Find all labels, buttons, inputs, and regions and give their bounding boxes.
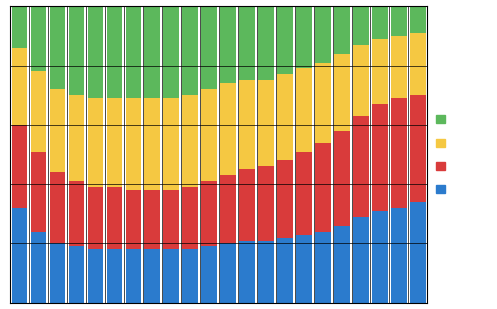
Bar xyxy=(182,187,198,249)
Bar xyxy=(391,208,407,303)
Bar xyxy=(372,211,388,303)
Bar xyxy=(164,249,179,303)
Bar xyxy=(164,6,179,98)
Bar xyxy=(145,190,160,249)
Bar xyxy=(145,6,160,98)
Bar xyxy=(201,181,217,247)
Bar xyxy=(87,187,103,249)
Bar xyxy=(372,39,388,104)
Bar xyxy=(277,74,293,160)
Bar xyxy=(315,232,331,303)
Bar xyxy=(164,190,179,249)
Bar xyxy=(220,6,236,83)
Bar xyxy=(201,247,217,303)
Bar xyxy=(258,240,274,303)
Bar xyxy=(353,45,369,116)
Bar xyxy=(164,98,179,190)
Bar xyxy=(240,240,255,303)
Bar xyxy=(277,160,293,238)
Bar xyxy=(50,6,65,89)
Bar xyxy=(258,6,274,80)
Bar xyxy=(69,181,84,247)
Bar xyxy=(240,6,255,80)
Bar xyxy=(11,125,27,208)
Bar xyxy=(391,98,407,208)
Bar xyxy=(258,80,274,166)
Bar xyxy=(334,226,350,303)
Bar xyxy=(182,249,198,303)
Bar xyxy=(296,235,312,303)
Bar xyxy=(277,6,293,74)
Bar xyxy=(31,6,46,71)
Bar xyxy=(240,80,255,169)
Bar xyxy=(31,71,46,151)
Bar xyxy=(201,6,217,89)
Bar xyxy=(372,104,388,211)
Bar xyxy=(126,98,141,190)
Bar xyxy=(126,190,141,249)
Bar xyxy=(410,33,426,95)
Bar xyxy=(31,232,46,303)
Bar xyxy=(50,172,65,243)
Bar xyxy=(240,169,255,240)
Bar xyxy=(220,175,236,243)
Bar xyxy=(87,6,103,98)
Bar xyxy=(11,48,27,125)
Bar xyxy=(106,187,122,249)
Bar xyxy=(182,95,198,187)
Bar xyxy=(296,151,312,235)
Bar xyxy=(334,6,350,54)
Bar xyxy=(315,143,331,232)
Bar xyxy=(106,6,122,98)
Bar xyxy=(258,166,274,240)
Bar xyxy=(69,247,84,303)
Bar xyxy=(182,6,198,95)
Bar xyxy=(410,95,426,202)
Bar xyxy=(11,6,27,48)
Bar xyxy=(277,238,293,303)
Bar xyxy=(69,95,84,181)
Bar xyxy=(145,249,160,303)
Bar xyxy=(201,89,217,181)
Bar xyxy=(220,243,236,303)
Bar xyxy=(50,89,65,172)
Bar xyxy=(315,6,331,62)
Bar xyxy=(126,249,141,303)
Bar xyxy=(353,217,369,303)
Bar xyxy=(31,151,46,232)
Bar xyxy=(334,131,350,226)
Bar xyxy=(126,6,141,98)
Bar xyxy=(353,6,369,45)
Bar xyxy=(410,6,426,33)
Bar xyxy=(353,116,369,217)
Bar xyxy=(87,98,103,187)
Bar xyxy=(87,249,103,303)
Bar xyxy=(145,98,160,190)
Bar xyxy=(372,6,388,39)
Bar xyxy=(220,83,236,175)
Legend: , , , : , , , xyxy=(436,115,447,194)
Bar xyxy=(334,54,350,131)
Bar xyxy=(106,98,122,187)
Bar xyxy=(410,202,426,303)
Bar xyxy=(391,36,407,98)
Bar xyxy=(106,249,122,303)
Bar xyxy=(69,6,84,95)
Bar xyxy=(11,208,27,303)
Bar xyxy=(296,69,312,151)
Bar xyxy=(296,6,312,69)
Bar xyxy=(391,6,407,36)
Bar xyxy=(315,62,331,143)
Bar xyxy=(50,243,65,303)
